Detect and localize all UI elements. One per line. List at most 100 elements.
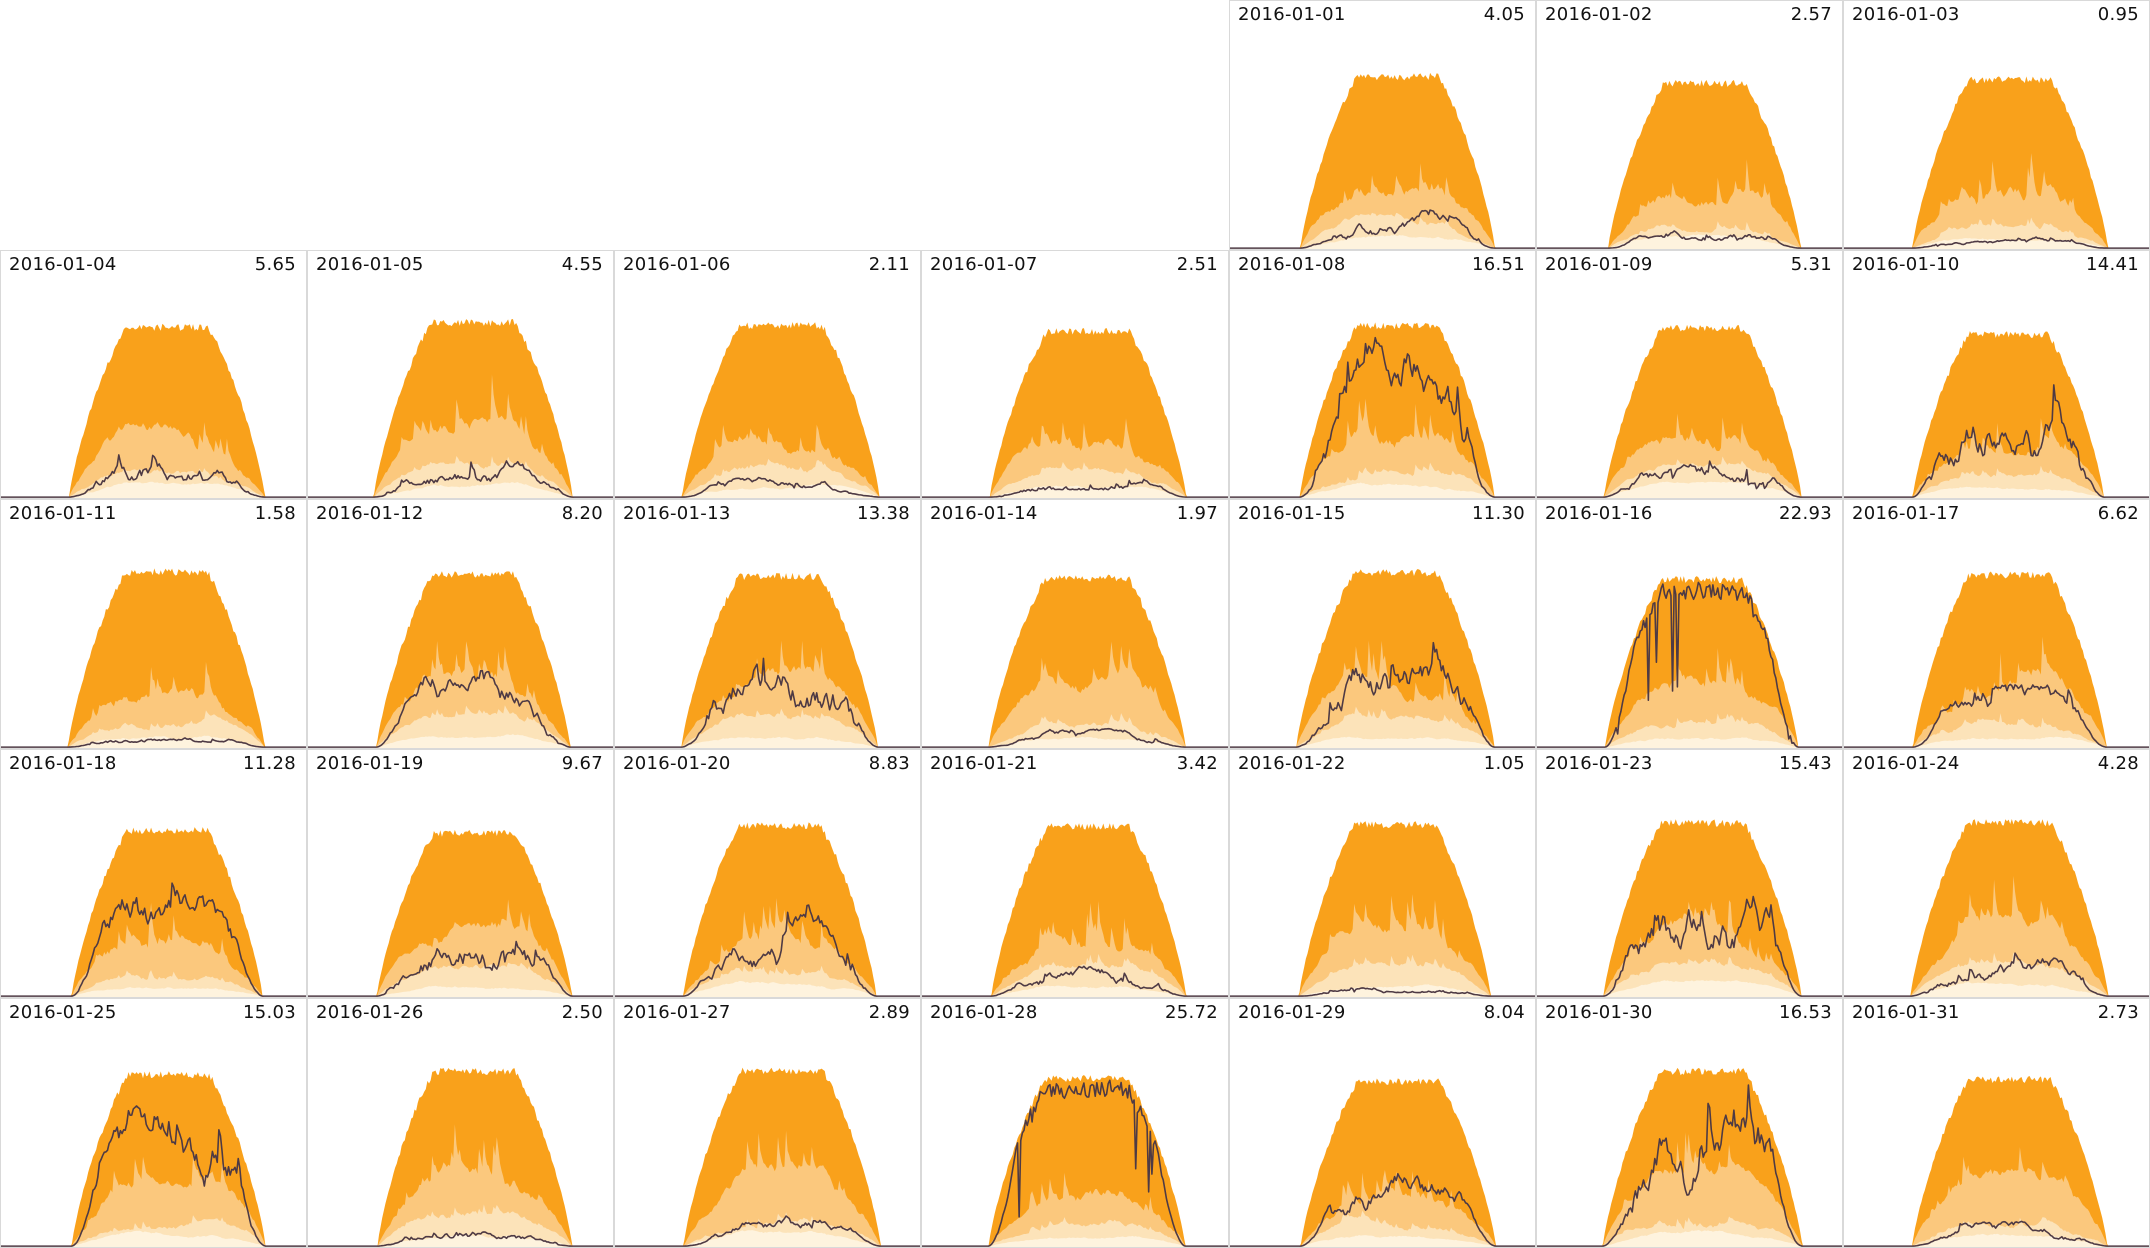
measured-line <box>1 1105 306 1247</box>
day-profile-chart <box>615 822 920 997</box>
measured-line <box>308 460 613 498</box>
day-cell-2016-01-30: 2016-01-30 16.53 <box>1536 998 1843 1248</box>
day-profile-chart <box>1537 576 1842 748</box>
day-cell-2016-01-31: 2016-01-31 2.73 <box>1843 998 2150 1248</box>
day-cell-2016-01-07: 2016-01-07 2.51 <box>921 250 1229 499</box>
envelope-high-area <box>1230 1078 1535 1247</box>
band-low-area <box>308 705 613 748</box>
band-mid-area <box>1230 894 1535 997</box>
day-profile-chart <box>922 574 1228 748</box>
measured-line <box>1537 1084 1842 1247</box>
day-cell-2016-01-09: 2016-01-09 5.31 <box>1536 250 1843 499</box>
band-low-area <box>308 1204 613 1247</box>
band-low-area <box>922 953 1228 997</box>
band-base-area <box>615 736 920 748</box>
measured-line <box>1844 384 2149 498</box>
band-mid-area <box>615 640 920 748</box>
measured-line <box>922 1079 1228 1247</box>
band-base-area <box>922 985 1228 997</box>
day-cell-2016-01-21: 2016-01-21 3.42 <box>921 749 1229 998</box>
measured-line <box>1537 581 1842 748</box>
band-low-area <box>308 962 613 997</box>
measured-line <box>1537 460 1842 498</box>
band-mid-area <box>1537 1132 1842 1247</box>
band-mid-area <box>922 418 1228 498</box>
band-base-area <box>308 482 613 498</box>
band-base-area <box>1230 1235 1535 1247</box>
measured-line <box>1230 641 1535 748</box>
band-base-area <box>922 736 1228 748</box>
day-profile-chart <box>1230 821 1535 997</box>
day-profile-chart <box>922 1074 1228 1247</box>
band-mid-area <box>1230 163 1535 249</box>
band-mid-area <box>1 1156 306 1247</box>
day-cell-2016-01-12: 2016-01-12 8.20 <box>307 499 614 749</box>
day-profile-chart <box>308 1067 613 1247</box>
band-mid-area <box>308 640 613 748</box>
envelope-high-area <box>1537 324 1842 498</box>
day-profile-chart <box>1 323 306 498</box>
day-profile-chart <box>615 1067 920 1247</box>
band-low-area <box>1844 952 2149 997</box>
measured-line <box>1 737 306 748</box>
day-cell-2016-01-04: 2016-01-04 5.65 <box>0 250 307 499</box>
measured-line <box>1230 1172 1535 1247</box>
day-profile-chart <box>922 823 1228 997</box>
day-profile-chart <box>1 568 306 748</box>
band-low-area <box>615 708 920 748</box>
day-cell-2016-01-08: 2016-01-08 16.51 <box>1229 250 1536 499</box>
day-cell-2016-01-16: 2016-01-16 22.93 <box>1536 499 1843 749</box>
day-cell-2016-01-25: 2016-01-25 15.03 <box>0 998 307 1248</box>
day-profile-chart <box>1844 331 2149 498</box>
measured-line <box>1844 236 2149 249</box>
day-profile-chart <box>1230 1078 1535 1247</box>
band-mid-area <box>922 641 1228 748</box>
measured-line <box>308 940 613 997</box>
band-low-area <box>1844 465 2149 498</box>
band-base-area <box>922 485 1228 498</box>
day-cell-2016-01-14: 2016-01-14 1.97 <box>921 499 1229 749</box>
day-cell-2016-01-29: 2016-01-29 8.04 <box>1229 998 1536 1248</box>
day-profile-chart <box>1844 571 2149 748</box>
band-low-area <box>1 970 306 997</box>
day-cell-2016-01-01: 2016-01-01 4.05 <box>1229 0 1536 250</box>
day-profile-chart <box>615 572 920 748</box>
envelope-high-area <box>615 822 920 997</box>
band-mid-area <box>1 902 306 997</box>
band-base-area <box>1 481 306 498</box>
measured-line <box>308 669 613 748</box>
band-low-area <box>1 710 306 748</box>
day-profile-chart <box>308 571 613 748</box>
day-profile-chart <box>1 1071 306 1247</box>
measured-line <box>922 727 1228 748</box>
band-low-area <box>1537 713 1842 748</box>
band-mid-area <box>1230 1170 1535 1247</box>
band-base-area <box>615 483 920 498</box>
envelope-high-area <box>922 1074 1228 1247</box>
measured-line <box>1230 209 1535 249</box>
measured-line <box>615 904 920 997</box>
day-profile-chart <box>1537 79 1842 249</box>
band-base-area <box>1844 1233 2149 1247</box>
day-cell-2016-01-10: 2016-01-10 14.41 <box>1843 250 2150 499</box>
day-cell-2016-01-13: 2016-01-13 13.38 <box>614 499 921 749</box>
band-base-area <box>1230 234 1535 249</box>
band-base-area <box>1537 234 1842 249</box>
envelope-high-area <box>922 328 1228 498</box>
band-mid-area <box>308 1124 613 1247</box>
band-base-area <box>308 985 613 997</box>
measured-line <box>615 657 920 748</box>
band-mid-area <box>922 1172 1228 1247</box>
band-mid-area <box>1844 1147 2149 1247</box>
envelope-high-area <box>615 321 920 498</box>
band-base-area <box>1 1230 306 1247</box>
day-profile-chart <box>1844 818 2149 997</box>
day-cell-2016-01-15: 2016-01-15 11.30 <box>1229 499 1536 749</box>
band-base-area <box>922 1235 1228 1247</box>
measured-line <box>615 1215 920 1247</box>
measured-line <box>1844 1220 2149 1247</box>
band-mid-area <box>615 1130 920 1247</box>
day-cell-2016-01-02: 2016-01-02 2.57 <box>1536 0 1843 250</box>
measured-line <box>308 1231 613 1247</box>
